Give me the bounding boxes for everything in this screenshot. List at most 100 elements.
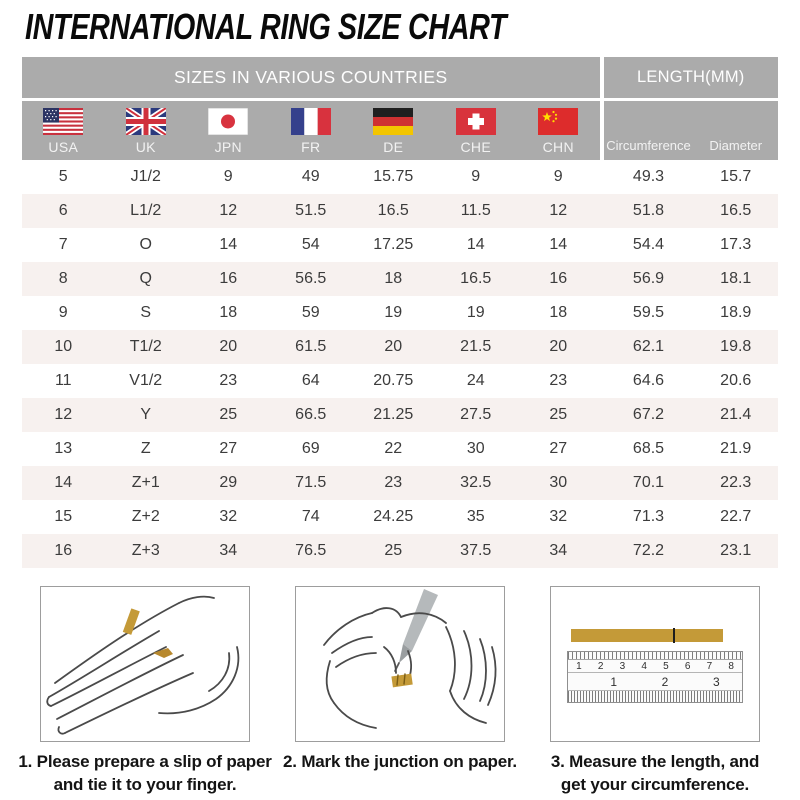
table-cell: 16.5 [720, 202, 752, 219]
table-cell: 15 [54, 508, 73, 525]
country-code-label: DE [383, 139, 404, 155]
table-cell: 32.5 [460, 474, 492, 491]
table-cell: 62.1 [632, 338, 665, 355]
table-cell: 67.2 [632, 406, 665, 423]
table-cell: J1/2 [130, 168, 161, 185]
table-cell: 56.5 [295, 270, 327, 287]
table-cell: 30 [549, 474, 568, 491]
table-cell: 21.4 [720, 406, 752, 423]
table-cell: 25 [549, 406, 568, 423]
table-cell: 7 [58, 236, 68, 253]
table-cell: 14 [219, 236, 238, 253]
section-divider [599, 57, 604, 98]
table-cell: 76.5 [295, 542, 327, 559]
table-cell: 18 [384, 270, 403, 287]
table-cell: 15.7 [720, 168, 752, 185]
country-column-uk: UK [104, 101, 187, 160]
table-cell: 54.4 [632, 236, 665, 253]
instruction-step-2: 2. Mark the junction on paper. [277, 586, 523, 797]
table-cell: 11.5 [460, 202, 491, 219]
ruler-inch-scale: 1 2 3 [568, 673, 742, 690]
table-cell: 9 [471, 168, 481, 185]
table-cell: 20.6 [720, 372, 752, 389]
table-cell: 6 [58, 202, 68, 219]
table-cell: 27 [219, 440, 238, 457]
country-code-label: UK [135, 139, 156, 155]
country-column-fr: FR [269, 101, 352, 160]
table-cell: 19 [466, 304, 485, 321]
table-cell: L1/2 [130, 202, 162, 219]
circumference-column-header: Circumference [603, 101, 694, 160]
table-cell: 12 [219, 202, 238, 219]
table-cell: 16 [54, 542, 73, 559]
table-cell: V1/2 [129, 372, 163, 389]
table-row: 11 V1/2 23 64 20.75 24 23 64.6 20.6 [22, 364, 778, 398]
ruler-number: 7 [706, 660, 713, 672]
ruler-number: 8 [728, 660, 734, 672]
table-cell: 15.75 [373, 168, 414, 185]
table-body: 5 J1/2 9 49 15.75 9 9 49.3 15.7 6 L1/2 12 51.5 16.5 11… [22, 160, 778, 568]
table-cell: 23 [384, 474, 403, 491]
table-cell: 20.75 [373, 372, 414, 389]
caption-line: and tie it to your finger. [53, 774, 237, 794]
japan-flag-icon [208, 108, 249, 135]
table-cell: Z+2 [131, 508, 160, 525]
ruler-number: 1 [576, 660, 582, 672]
table-cell: 19 [384, 304, 403, 321]
instruction-step-1: 1. Please prepare a slip of paper and ti… [18, 586, 272, 797]
table-row: 15 Z+2 32 74 24.25 35 32 71.3 22.7 [22, 500, 778, 534]
table-cell: 23 [219, 372, 238, 389]
paper-strip-mark [672, 628, 675, 643]
table-cell: 22.3 [720, 474, 752, 491]
table-cell: 49.3 [632, 168, 665, 185]
table-cell: 32 [549, 508, 568, 525]
table-cell: 25 [384, 542, 403, 559]
instruction-step-3: 1 2 3 4 5 6 7 8 1 2 3 [532, 586, 778, 797]
table-cell: 54 [301, 236, 320, 253]
table-row: 12 Y 25 66.5 21.25 27.5 25 67.2 21.4 [22, 398, 778, 432]
table-cell: 18.9 [720, 304, 752, 321]
ruler-number: 2 [597, 660, 604, 672]
table-cell: 64.6 [632, 372, 665, 389]
table-cell: 64 [301, 372, 320, 389]
table-row: 16 Z+3 34 76.5 25 37.5 34 72.2 23.1 [22, 534, 778, 568]
country-code-label: FR [301, 139, 321, 155]
table-cell: 9 [58, 304, 68, 321]
table-cell: 71.5 [295, 474, 327, 491]
table-cell: Z [140, 440, 151, 457]
table-cell: 12 [54, 406, 73, 423]
header-sizes-in-various-countries: SIZES IN VARIOUS COUNTRIES [22, 57, 600, 98]
table-cell: 9 [553, 168, 563, 185]
table-cell: 13 [54, 440, 73, 457]
table-cell: 49 [301, 168, 320, 185]
ruler-ticks-cm [568, 652, 742, 660]
table-cell: 32 [219, 508, 238, 525]
france-flag-icon [290, 108, 331, 135]
table-cell: 16.5 [377, 202, 409, 219]
table-cell: Z+1 [131, 474, 160, 491]
country-column-usa: USA [22, 101, 105, 160]
table-cell: 69 [301, 440, 320, 457]
table-row: 8 Q 16 56.5 18 16.5 16 56.9 18.1 [22, 262, 778, 296]
table-cell: 18 [219, 304, 238, 321]
flag-header-row: USA UK JPN [22, 101, 778, 160]
table-cell: 51.8 [632, 202, 665, 219]
country-code-label: JPN [214, 139, 242, 155]
table-cell: 23 [549, 372, 568, 389]
table-cell: 29 [219, 474, 238, 491]
table-cell: 22.7 [720, 508, 752, 525]
caption-line: 3. Measure the length, and [550, 752, 760, 771]
table-cell: 9 [223, 168, 233, 185]
country-column-che: CHE [434, 101, 517, 160]
table-cell: 5 [58, 168, 68, 185]
hand-with-paper-slip-illustration [46, 595, 240, 735]
instruction-caption: 3. Measure the length, and get your circ… [527, 751, 783, 797]
table-cell: 11 [54, 372, 72, 389]
table-cell: 34 [219, 542, 238, 559]
instruction-caption: 1. Please prepare a slip of paper and ti… [17, 751, 273, 797]
usa-flag-icon [43, 108, 84, 135]
table-cell: 25 [219, 406, 238, 423]
header-horizontal-divider [22, 98, 778, 101]
table-row: 14 Z+1 29 71.5 23 32.5 30 70.1 22.3 [22, 466, 778, 500]
